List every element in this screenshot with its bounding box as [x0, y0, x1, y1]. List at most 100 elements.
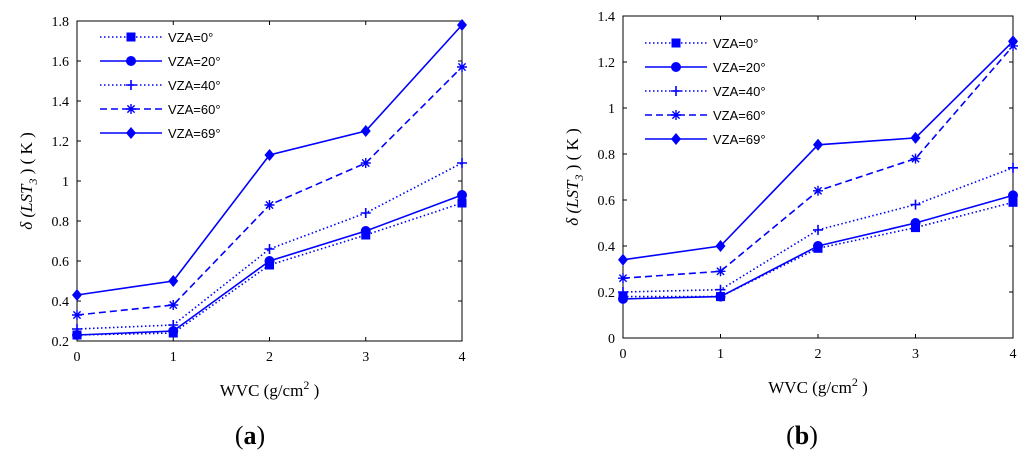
x-tick-label: 2 — [266, 350, 273, 365]
legend-entry: VZA=69° — [713, 132, 766, 147]
series-line-2 — [622, 167, 1014, 293]
x-tick-label: 3 — [912, 347, 919, 362]
data-point — [910, 153, 921, 164]
data-point — [715, 240, 726, 252]
x-axis-label: WVC (g/cm2 ) — [220, 378, 320, 400]
x-tick-label: 2 — [815, 347, 822, 362]
data-point — [72, 330, 82, 340]
data-point — [618, 293, 628, 304]
y-tick-label: 1 — [62, 175, 69, 190]
data-point — [715, 266, 726, 277]
chart-panel-1: 0 1 2 3 4 0 0.2 0.4 0.6 0.8 1 1.2 1.4 VZA=0° VZA=20° VZ… — [563, 10, 1018, 450]
y-tick-label: 0.2 — [52, 335, 70, 350]
legend-marker — [671, 86, 681, 96]
y-tick-label: 0.8 — [52, 215, 70, 230]
y-tick-label: 1.8 — [52, 15, 70, 30]
data-point — [910, 199, 921, 210]
data-point — [360, 208, 371, 218]
y-tick-label: 1.2 — [52, 135, 70, 150]
data-point — [457, 19, 467, 31]
data-point — [457, 62, 467, 72]
data-point — [360, 226, 371, 236]
legend-entry: VZA=0° — [168, 30, 213, 45]
data-point — [813, 138, 823, 151]
x-tick-label: 0 — [620, 347, 627, 362]
legend-entry: VZA=20° — [168, 54, 221, 69]
y-tick-label: 1.6 — [52, 55, 70, 70]
panel-label: (b) — [786, 421, 818, 450]
y-tick-label: 0.4 — [52, 295, 70, 310]
legend-marker — [126, 32, 136, 42]
x-tick-label: 1 — [170, 350, 177, 365]
data-point — [910, 131, 921, 144]
legend-entry: VZA=69° — [168, 126, 221, 141]
data-point — [168, 326, 179, 336]
data-point — [168, 300, 179, 310]
y-tick-label: 0.4 — [598, 240, 616, 255]
y-tick-label: 1 — [608, 102, 615, 117]
y-axis-label: δ (LST3 ) ( K ) — [563, 128, 586, 226]
legend-marker — [126, 127, 136, 139]
legend-entry: VZA=60° — [168, 102, 221, 117]
legend-entry: VZA=20° — [713, 60, 766, 75]
x-axis-label: WVC (g/cm2 ) — [768, 375, 868, 397]
data-point — [168, 275, 179, 287]
data-point — [72, 310, 82, 320]
data-point — [457, 190, 467, 200]
data-point — [360, 125, 371, 137]
data-point — [264, 256, 275, 266]
data-point — [813, 241, 823, 251]
data-point — [457, 198, 467, 208]
legend-marker — [671, 110, 681, 120]
data-point — [1008, 190, 1018, 201]
data-point — [264, 149, 275, 161]
data-point — [360, 158, 371, 168]
data-point — [264, 200, 275, 210]
series-line-3 — [76, 66, 463, 316]
y-tick-label: 0 — [608, 332, 615, 347]
legend: VZA=0° VZA=20° VZA=40° VZA=60° VZA=69° — [100, 30, 221, 141]
legend-marker — [671, 133, 681, 145]
x-tick-label: 4 — [1010, 347, 1017, 362]
legend-marker — [126, 56, 136, 66]
y-axis-label: δ (LST3 ) ( K ) — [17, 132, 40, 230]
legend-entry: VZA=0° — [713, 36, 758, 51]
data-point — [1008, 197, 1018, 207]
plot-frame — [622, 15, 1014, 339]
data-point — [168, 320, 179, 330]
data-point — [72, 324, 82, 334]
data-point — [910, 218, 921, 228]
legend-marker — [671, 38, 681, 48]
data-point — [618, 287, 628, 297]
y-tick-label: 0.6 — [52, 255, 70, 270]
plot-frame — [76, 20, 463, 342]
y-tick-label: 0.6 — [598, 194, 616, 209]
chart-panel-0: 0 1 2 3 40.20.40.60.811.21.41.61.8VZA=0°VZA=… — [17, 15, 467, 450]
y-tick-label: 1.2 — [598, 56, 616, 71]
data-point — [813, 224, 823, 235]
data-point — [715, 291, 726, 302]
legend: VZA=0° VZA=20° VZA=40° VZA=60° VZA=69° — [645, 36, 766, 147]
legend-entry: VZA=40° — [168, 78, 221, 93]
y-tick-label: 1.4 — [598, 10, 616, 25]
data-point — [264, 244, 275, 254]
legend-entry: VZA=60° — [713, 108, 766, 123]
x-tick-label: 0 — [74, 350, 81, 365]
data-point — [1008, 35, 1018, 48]
y-tick-label: 0.2 — [598, 286, 616, 301]
panel-label: (a) — [235, 421, 265, 450]
y-tick-label: 1.4 — [52, 95, 70, 110]
data-point — [457, 158, 467, 168]
data-point — [618, 273, 628, 284]
y-tick-label: 0.8 — [598, 148, 616, 163]
series-line-0 — [76, 202, 463, 336]
x-tick-label: 1 — [717, 347, 724, 362]
x-tick-label: 4 — [459, 350, 466, 365]
data-point — [618, 253, 628, 266]
legend-marker — [671, 62, 681, 72]
series-line-2 — [76, 162, 463, 330]
x-tick-label: 3 — [362, 350, 369, 365]
data-point — [813, 185, 823, 196]
data-point — [1008, 162, 1018, 173]
